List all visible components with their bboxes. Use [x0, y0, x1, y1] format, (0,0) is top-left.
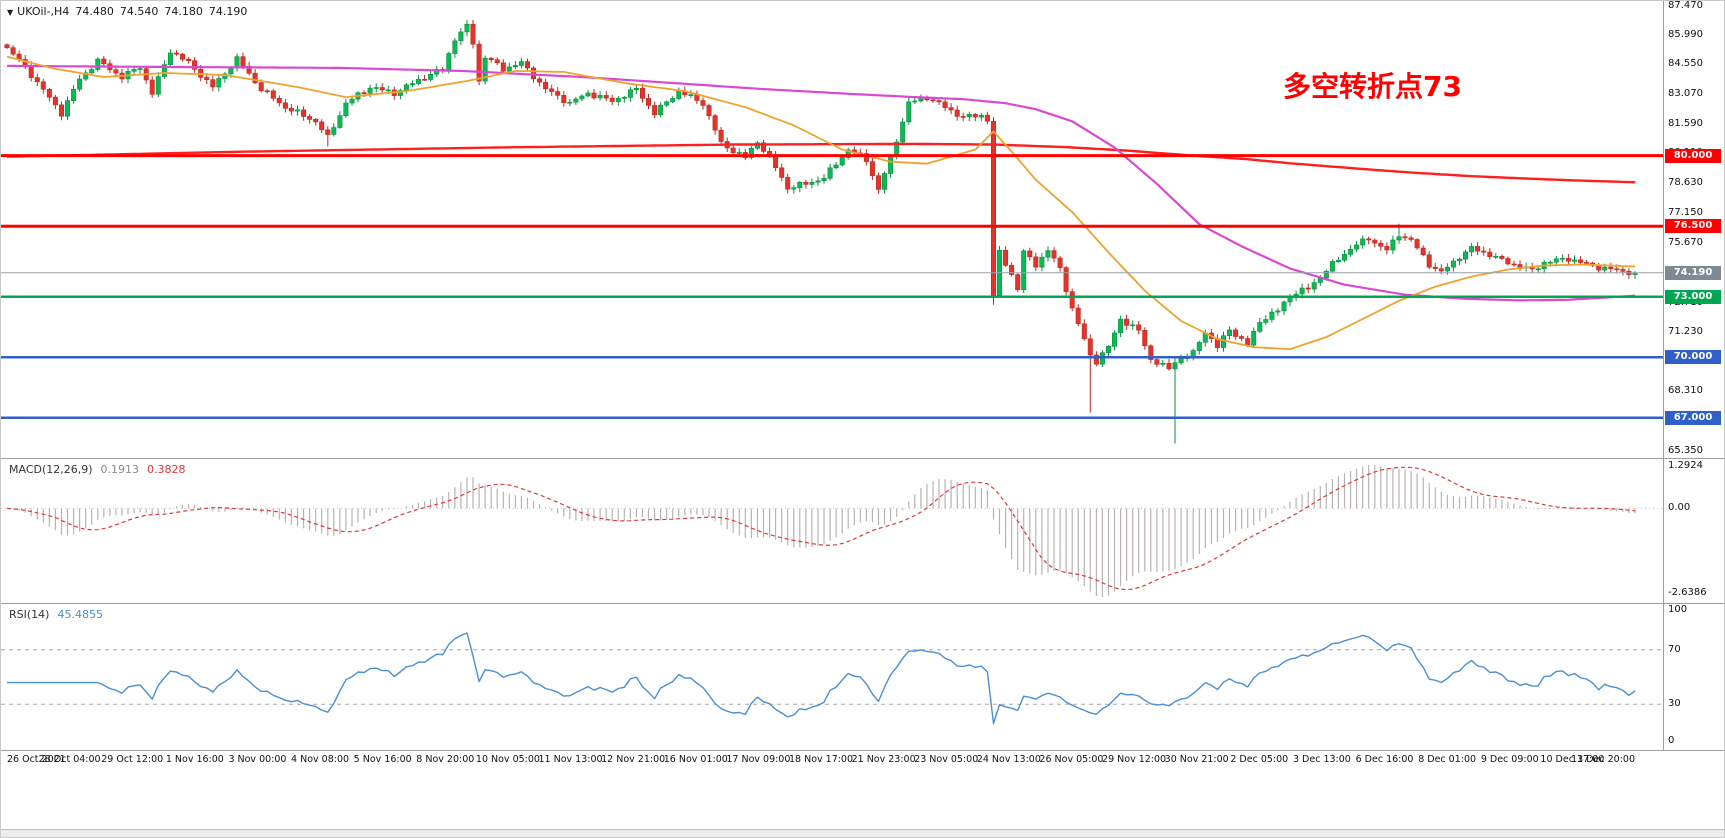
chart-text-annotation[interactable]: 多空转折点73	[1283, 70, 1462, 103]
time-axis-label: 12 Nov 21:00	[601, 754, 666, 765]
time-axis-label: 8 Dec 01:00	[1418, 754, 1477, 765]
ma-fast[interactable]	[6, 55, 1636, 351]
price-level-badge: 73.000	[1665, 289, 1721, 304]
price-axis-label: 71.230	[1668, 326, 1703, 338]
time-axis-label: 3 Nov 00:00	[228, 754, 287, 765]
time-axis-label: 29 Nov 12:00	[1102, 754, 1167, 765]
symbol-dropdown-icon[interactable]: ▼	[7, 8, 14, 17]
time-axis-label: 11 Nov 13:00	[538, 754, 603, 765]
rsi-panel-surface[interactable]	[1, 604, 1663, 750]
rsi-axis-70: 70	[1668, 644, 1681, 655]
main-chart-surface[interactable]	[1, 1, 1663, 458]
bottom-scroll-strip[interactable]	[1, 829, 1724, 837]
macd-histogram	[12, 465, 1636, 597]
time-axis-label: 26 Nov 05:00	[1039, 754, 1104, 765]
macd-panel-surface[interactable]	[1, 459, 1663, 603]
price-axis-label: 81.590	[1668, 117, 1703, 129]
rsi-value: 45.4855	[57, 608, 103, 621]
time-axis-label: 24 Nov 13:00	[976, 754, 1041, 765]
price-axis-label: 68.310	[1668, 385, 1703, 397]
ohlc-high: 74.540	[119, 5, 159, 18]
price-axis-separator	[1663, 1, 1664, 751]
time-axis-label: 16 Nov 01:00	[663, 754, 728, 765]
time-axis-label: 10 Dec 17:00	[1540, 754, 1605, 765]
rsi-label-row: RSI(14) 45.4855	[9, 608, 103, 621]
macd-signal-value: 0.3828	[147, 463, 186, 476]
rsi-axis-100: 100	[1668, 604, 1688, 615]
price-level-badge: 80.000	[1665, 148, 1721, 163]
price-axis[interactable]: 1.2924 0.00 -2.6386 100 70 30 0 87.470 85…	[1664, 0, 1724, 751]
time-axis-label: 1 Nov 16:00	[165, 754, 224, 765]
rsi-line	[7, 632, 1636, 725]
ohlc-open: 74.480	[75, 5, 114, 18]
ohlc-low: 74.180	[164, 5, 203, 18]
price-level-badge: 76.500	[1665, 219, 1721, 234]
price-axis-label: 84.550	[1668, 57, 1703, 69]
time-axis[interactable]: 26 Oct 2021 28 Oct 04:00 29 Oct 12:00 1 Nov…	[1, 752, 1663, 770]
time-axis-label: 17 Nov 09:00	[726, 754, 791, 765]
time-axis-label: 9 Dec 09:00	[1480, 754, 1539, 765]
macd-signal-line	[6, 466, 1636, 591]
price-axis-label: 87.470	[1668, 0, 1703, 11]
symbol-timeframe-label: UKOil-,H4	[17, 5, 70, 18]
time-axis-label: 10 Nov 05:00	[475, 754, 540, 765]
rsi-label: RSI(14)	[9, 608, 50, 621]
macd-axis-max: 1.2924	[1668, 460, 1703, 471]
price-axis-label: 65.350	[1668, 445, 1703, 456]
time-axis-separator	[1, 750, 1724, 751]
time-axis-label: 5 Nov 16:00	[353, 754, 412, 765]
time-axis-label: 18 Nov 17:00	[788, 754, 854, 765]
time-axis-label: 28 Oct 04:00	[38, 754, 101, 765]
time-axis-label: 3 Dec 13:00	[1292, 754, 1351, 765]
time-axis-label: 29 Oct 12:00	[101, 754, 164, 765]
price-axis-label: 78.630	[1668, 177, 1703, 189]
ohlc-close: 74.190	[208, 5, 248, 18]
symbol-ohlc-readout: ▼ UKOil-,H4 74.480 74.540 74.180 74.190	[7, 5, 253, 18]
price-level-badge: 67.000	[1665, 410, 1721, 425]
time-axis-label: 23 Nov 05:00	[914, 754, 979, 765]
time-axis-label: 6 Dec 16:00	[1355, 754, 1414, 765]
time-axis-label: 2 Dec 05:00	[1230, 754, 1289, 765]
price-axis-label: 85.990	[1668, 28, 1703, 40]
time-axis-label: 13 Dec 20:00	[1571, 754, 1635, 765]
macd-label-row: MACD(12,26,9) 0.1913 0.3828	[9, 463, 186, 476]
macd-main-value: 0.1913	[100, 463, 140, 476]
macd-axis-zero: 0.00	[1668, 502, 1691, 513]
price-axis-label: 77.150	[1668, 207, 1703, 219]
time-axis-label: 8 Nov 20:00	[416, 754, 475, 765]
macd-axis-min: -2.6386	[1668, 587, 1707, 598]
time-axis-label: 26 Oct 2021	[7, 754, 66, 765]
time-axis-label: 30 Nov 21:00	[1164, 754, 1229, 765]
ma-mid[interactable]	[7, 64, 1636, 302]
rsi-axis-0: 0	[1668, 735, 1675, 746]
time-axis-label: 21 Nov 23:00	[851, 754, 916, 765]
macd-label: MACD(12,26,9)	[9, 463, 93, 476]
time-axis-label: 4 Nov 08:00	[291, 754, 350, 765]
price-axis-label: 83.070	[1668, 87, 1703, 99]
price-axis-label: 75.670	[1668, 236, 1703, 248]
panel-separator-rsi[interactable]	[1, 603, 1724, 604]
ma-slow[interactable]	[6, 142, 1636, 184]
price-level-badge: 70.000	[1665, 350, 1721, 365]
current-price-badge: 74.190	[1665, 265, 1721, 280]
rsi-axis-30: 30	[1668, 698, 1681, 709]
panel-separator-macd[interactable]	[1, 458, 1724, 459]
